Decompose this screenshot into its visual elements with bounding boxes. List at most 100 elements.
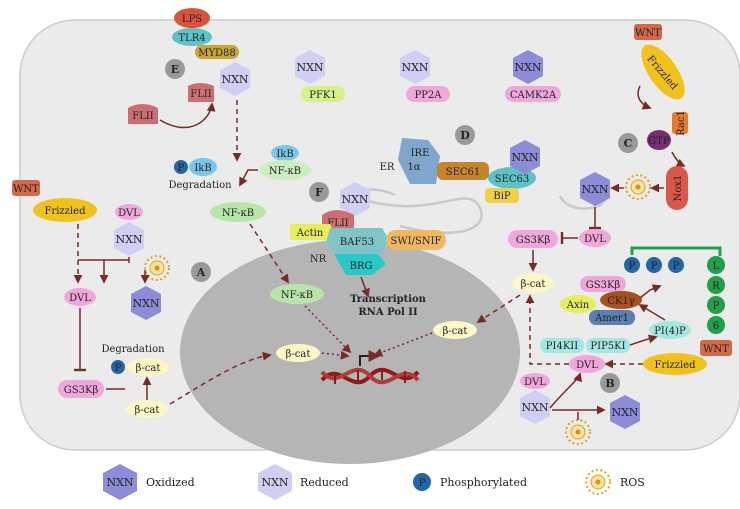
- svg-text:GS3Kβ: GS3Kβ: [516, 235, 551, 246]
- svg-text:FLII: FLII: [327, 218, 349, 229]
- arrow-nfkb-to-dna: [304, 305, 352, 354]
- svg-text:Actin: Actin: [296, 228, 324, 239]
- rna-pol-label: RNA Pol II: [358, 307, 418, 318]
- wnt-c: [634, 24, 662, 40]
- lps: [174, 8, 210, 28]
- ikb: [271, 145, 299, 161]
- nxn-oxidized-b: [610, 395, 640, 429]
- svg-text:NXN: NXN: [261, 476, 288, 489]
- arrow-bcat-right-to-dna: [373, 332, 433, 357]
- frizzled-a: [33, 198, 97, 222]
- svg-text:MYD88: MYD88: [198, 48, 236, 59]
- svg-text:CAMK2A: CAMK2A: [510, 90, 557, 101]
- svg-text:Frizzled: Frizzled: [45, 206, 87, 217]
- svg-text:A: A: [196, 266, 206, 279]
- brg: [334, 254, 386, 275]
- svg-text:WNT: WNT: [703, 344, 729, 355]
- nxn-oxidized-a: [131, 286, 161, 320]
- svg-text:P: P: [419, 478, 426, 489]
- svg-text:DVL: DVL: [576, 360, 598, 371]
- tlr4: [172, 28, 212, 46]
- pi4p: [649, 321, 691, 339]
- svg-text:Amer1: Amer1: [594, 313, 629, 324]
- svg-text:FLII: FLII: [190, 89, 212, 100]
- svg-text:NXN: NXN: [132, 297, 159, 310]
- svg-text:Nox1: Nox1: [673, 175, 684, 202]
- svg-text:NXN: NXN: [221, 73, 248, 86]
- svg-text:P: P: [673, 261, 680, 272]
- svg-text:B: B: [605, 377, 614, 390]
- ire1a: [398, 138, 440, 184]
- svg-text:P: P: [178, 163, 185, 174]
- svg-text:WNT: WNT: [635, 28, 661, 39]
- svg-text:IRE: IRE: [411, 148, 430, 159]
- lrp6-tail: [630, 246, 722, 256]
- arrow-ck1g-to-lrp6: [639, 284, 662, 299]
- svg-text:NXN: NXN: [514, 61, 541, 74]
- gtp: [647, 130, 671, 150]
- lrp6-phospho-3: [668, 257, 684, 273]
- dna-helix: [320, 350, 420, 385]
- arrow-nfkb-to-nucleus: [249, 223, 289, 284]
- svg-text:P: P: [115, 363, 122, 374]
- pi4kii: [540, 338, 584, 353]
- nxn-d: [510, 140, 540, 174]
- svg-text:NF-κB: NF-κB: [281, 290, 313, 301]
- actin: [290, 224, 334, 240]
- svg-text:IkB: IkB: [194, 163, 211, 174]
- svg-text:DVL: DVL: [524, 377, 546, 388]
- bcat-nuclear-right: [433, 321, 477, 339]
- svg-text:TLR4: TLR4: [178, 33, 205, 44]
- svg-text:E: E: [171, 63, 179, 76]
- legend-reduced: NXN Reduced: [258, 464, 349, 500]
- nfkb-complex: [259, 160, 311, 180]
- svg-text:β-cat: β-cat: [286, 349, 311, 360]
- section-label-d: D: [455, 125, 475, 145]
- svg-text:Phosphorylated: Phosphorylated: [440, 476, 527, 489]
- phospho-ikb: [174, 160, 188, 174]
- frizzled-b: [643, 353, 707, 375]
- section-label-c: C: [618, 133, 638, 153]
- rac1: [672, 112, 688, 134]
- section-label-b: B: [600, 373, 620, 393]
- baf53: [326, 228, 388, 254]
- svg-text:P: P: [629, 261, 636, 272]
- flii-bound-e: [188, 83, 214, 102]
- nxn-reduced-a: [114, 222, 144, 256]
- svg-text:NXN: NXN: [521, 401, 548, 414]
- degradation-label-e: Degradation: [168, 180, 232, 191]
- dvl-bound-a: [115, 204, 143, 220]
- axin: [560, 295, 596, 313]
- svg-text:WNT: WNT: [13, 184, 39, 195]
- svg-text:LPS: LPS: [182, 14, 202, 25]
- pfk1: [301, 86, 345, 102]
- svg-text:NXN: NXN: [581, 183, 608, 196]
- svg-text:SWI/SNIF: SWI/SNIF: [391, 236, 442, 247]
- svg-text:GS3Kβ: GS3Kβ: [64, 385, 99, 396]
- arrow-pip5ki-to-pi4p: [629, 334, 658, 346]
- svg-text:DVL: DVL: [118, 208, 140, 219]
- arrow-nxn-release-dvl-b: [549, 372, 582, 409]
- svg-text:BAF53: BAF53: [340, 237, 374, 248]
- dvl-c: [579, 229, 611, 247]
- nxn-pp2a: [400, 50, 430, 84]
- nxn-camk2a: [513, 50, 543, 84]
- svg-text:NF-κB: NF-κB: [222, 208, 254, 219]
- svg-text:D: D: [460, 129, 470, 142]
- svg-text:β-cat: β-cat: [136, 363, 161, 374]
- arrow-nfkb-release: [239, 169, 258, 187]
- svg-text:ROS: ROS: [620, 476, 645, 489]
- ck1g: [600, 291, 642, 309]
- svg-text:1α: 1α: [407, 162, 420, 173]
- svg-text:NXN: NXN: [341, 193, 368, 206]
- svg-text:Frizzled: Frizzled: [655, 360, 697, 371]
- camk2a: [505, 86, 561, 102]
- section-label-e: E: [165, 59, 185, 79]
- lrp6-phospho-2: [646, 257, 662, 273]
- dvl-bound-b: [520, 373, 550, 389]
- nxn-reduced-b: [520, 390, 550, 424]
- pip5ki: [586, 338, 630, 353]
- arrow-brg-to-transcription: [360, 276, 370, 298]
- arrow-pi4p-to-amer1: [638, 304, 666, 321]
- legend-phosphorylated: P Phosphorylated: [413, 473, 527, 491]
